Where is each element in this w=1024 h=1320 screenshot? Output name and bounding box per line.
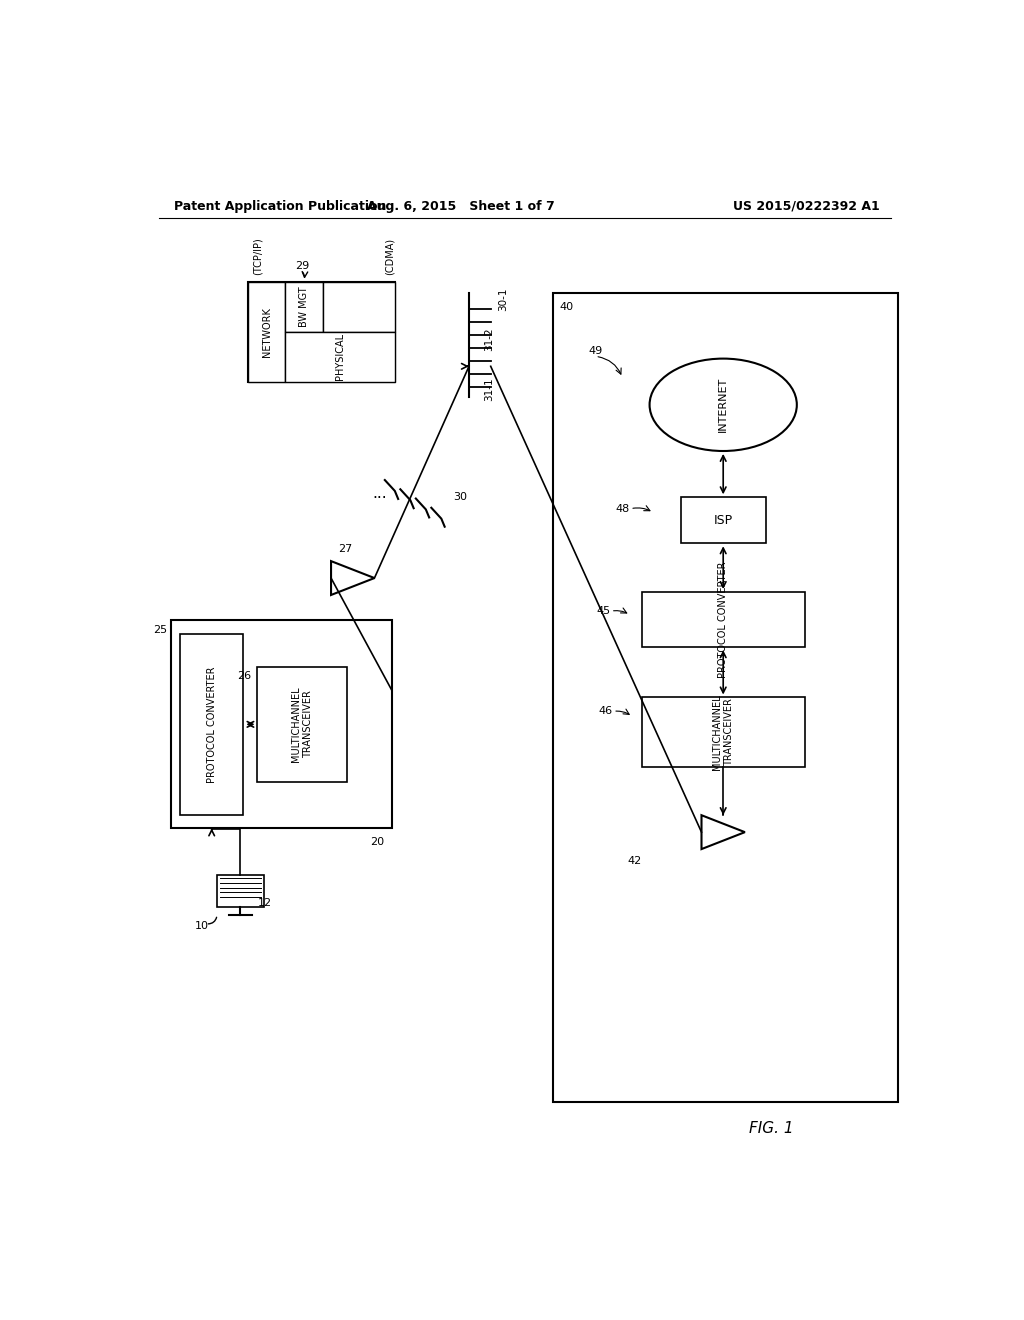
FancyBboxPatch shape bbox=[286, 331, 395, 381]
Text: BW MGT: BW MGT bbox=[299, 286, 309, 327]
FancyBboxPatch shape bbox=[248, 281, 286, 381]
FancyBboxPatch shape bbox=[171, 620, 391, 829]
Text: PROTOCOL CONVERTER: PROTOCOL CONVERTER bbox=[207, 667, 217, 783]
FancyBboxPatch shape bbox=[257, 667, 346, 781]
Text: 46: 46 bbox=[598, 706, 612, 717]
FancyBboxPatch shape bbox=[286, 281, 323, 331]
Text: PROTOCOL CONVERTER: PROTOCOL CONVERTER bbox=[718, 561, 728, 678]
Text: 27: 27 bbox=[338, 544, 352, 554]
FancyBboxPatch shape bbox=[323, 281, 395, 331]
Text: US 2015/0222392 A1: US 2015/0222392 A1 bbox=[733, 199, 880, 213]
Text: NETWORK: NETWORK bbox=[262, 306, 271, 356]
Text: 30-1: 30-1 bbox=[499, 288, 509, 312]
Text: (CDMA): (CDMA) bbox=[384, 239, 394, 276]
FancyBboxPatch shape bbox=[642, 697, 805, 767]
Text: INTERNET: INTERNET bbox=[718, 378, 728, 433]
Text: ...: ... bbox=[373, 486, 387, 500]
FancyBboxPatch shape bbox=[217, 874, 263, 907]
FancyBboxPatch shape bbox=[681, 498, 766, 544]
Text: 25: 25 bbox=[153, 624, 167, 635]
Text: 40: 40 bbox=[559, 302, 573, 312]
Text: 42: 42 bbox=[627, 857, 641, 866]
Text: 45: 45 bbox=[596, 606, 610, 616]
Text: 29: 29 bbox=[295, 261, 309, 271]
Text: (TCP/IP): (TCP/IP) bbox=[253, 238, 262, 276]
Text: 12: 12 bbox=[257, 898, 271, 908]
Text: ISP: ISP bbox=[714, 513, 733, 527]
Text: 20: 20 bbox=[371, 837, 385, 847]
Text: Aug. 6, 2015   Sheet 1 of 7: Aug. 6, 2015 Sheet 1 of 7 bbox=[368, 199, 555, 213]
Text: 49: 49 bbox=[588, 346, 602, 356]
FancyBboxPatch shape bbox=[180, 635, 244, 816]
FancyBboxPatch shape bbox=[248, 281, 395, 381]
Text: 48: 48 bbox=[615, 504, 630, 513]
Text: PHYSICAL: PHYSICAL bbox=[335, 333, 345, 380]
Text: Patent Application Publication: Patent Application Publication bbox=[174, 199, 387, 213]
Text: 30: 30 bbox=[454, 492, 468, 502]
FancyBboxPatch shape bbox=[553, 293, 898, 1102]
Text: MULTICHANNEL
TRANSCEIVER: MULTICHANNEL TRANSCEIVER bbox=[713, 694, 734, 770]
Text: 31-2: 31-2 bbox=[484, 327, 495, 351]
Text: 26: 26 bbox=[238, 671, 251, 681]
Text: FIG. 1: FIG. 1 bbox=[749, 1121, 794, 1137]
Text: MULTICHANNEL
TRANSCEIVER: MULTICHANNEL TRANSCEIVER bbox=[291, 686, 312, 762]
Text: 31-1: 31-1 bbox=[484, 378, 495, 401]
FancyBboxPatch shape bbox=[642, 591, 805, 647]
Text: 10: 10 bbox=[195, 921, 209, 931]
